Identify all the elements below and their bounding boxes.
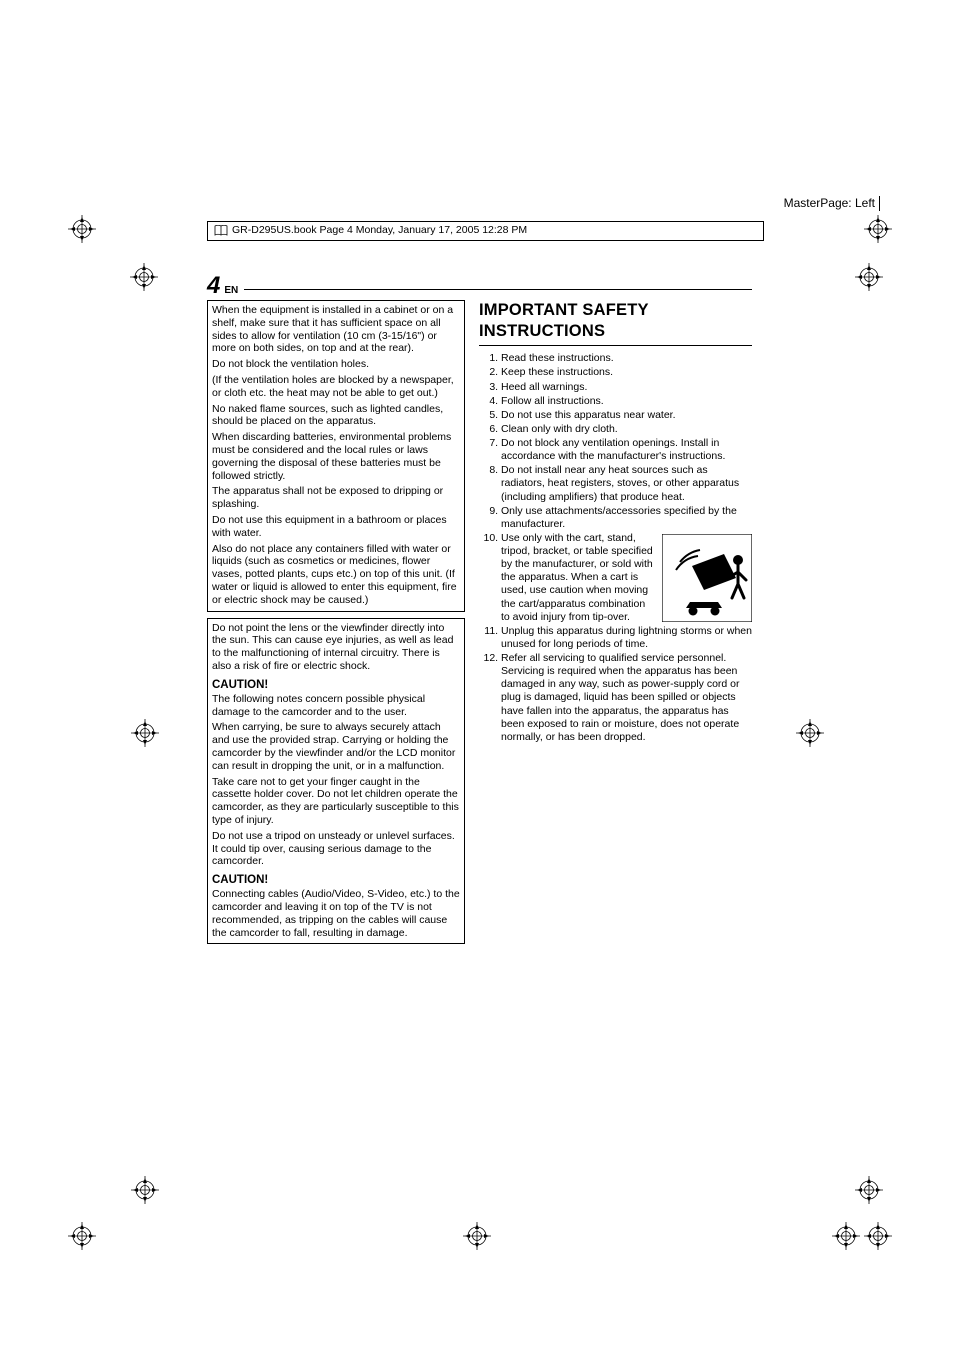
registration-mark-icon: [864, 1222, 892, 1250]
registration-mark-icon: [131, 1176, 159, 1204]
instruction-10: Use only with the cart, stand, tripod, b…: [501, 532, 752, 624]
box1-p3: (If the ventilation holes are blocked by…: [212, 374, 460, 400]
registration-mark-icon: [832, 1222, 860, 1250]
file-header-text: GR-D295US.book Page 4 Monday, January 17…: [232, 224, 527, 237]
warning-box-1: When the equipment is installed in a cab…: [207, 300, 465, 612]
instruction-9: Only use attachments/accessories specifi…: [501, 505, 752, 531]
book-icon: [214, 225, 228, 237]
registration-mark-icon: [68, 1222, 96, 1250]
registration-mark-icon: [463, 1222, 491, 1250]
instruction-2: Keep these instructions.: [501, 366, 752, 379]
page-rule: [244, 289, 752, 290]
box2-p4: Take care not to get your finger caught …: [212, 776, 460, 827]
box2-p6: Connecting cables (Audio/Video, S-Video,…: [212, 888, 460, 939]
registration-mark-icon: [864, 215, 892, 243]
box1-p8: Also do not place any containers filled …: [212, 543, 460, 607]
master-page-label: MasterPage: Left: [784, 196, 880, 211]
box2-p5: Do not use a tripod on unsteady or unlev…: [212, 830, 460, 868]
page: MasterPage: Left GR-D295US.book Page 4 M…: [0, 0, 954, 1351]
box1-p7: Do not use this equipment in a bathroom …: [212, 514, 460, 540]
instruction-11: Unplug this apparatus during lightning s…: [501, 625, 752, 651]
cart-tip-over-icon: [662, 534, 752, 622]
page-language: EN: [224, 285, 238, 298]
registration-mark-icon: [855, 263, 883, 291]
left-column: When the equipment is installed in a cab…: [207, 300, 465, 950]
box1-p1: When the equipment is installed in a cab…: [212, 304, 460, 355]
instruction-1: Read these instructions.: [501, 352, 752, 365]
registration-mark-icon: [68, 215, 96, 243]
caution-heading-1: CAUTION!: [212, 678, 460, 692]
instructions-list: Read these instructions. Keep these inst…: [479, 352, 752, 744]
registration-mark-icon: [796, 719, 824, 747]
instruction-7: Do not block any ventilation openings. I…: [501, 437, 752, 463]
page-number-row: 4 EN: [207, 271, 752, 301]
box2-p1: Do not point the lens or the viewfinder …: [212, 622, 460, 673]
instruction-4: Follow all instructions.: [501, 395, 752, 408]
instruction-3: Heed all warnings.: [501, 381, 752, 394]
instruction-10-text: Use only with the cart, stand, tripod, b…: [501, 532, 653, 623]
caution-heading-2: CAUTION!: [212, 873, 460, 887]
box1-p2: Do not block the ventilation holes.: [212, 358, 460, 371]
right-column: IMPORTANT SAFETY INSTRUCTIONS Read these…: [479, 300, 752, 950]
registration-mark-icon: [130, 263, 158, 291]
page-number: 4: [207, 271, 220, 301]
instruction-5: Do not use this apparatus near water.: [501, 409, 752, 422]
box2-p2: The following notes concern possible phy…: [212, 693, 460, 719]
box1-p4: No naked flame sources, such as lighted …: [212, 403, 460, 429]
content-columns: When the equipment is installed in a cab…: [207, 300, 752, 950]
instruction-8: Do not install near any heat sources suc…: [501, 464, 752, 503]
instruction-6: Clean only with dry cloth.: [501, 423, 752, 436]
instruction-12: Refer all servicing to qualified service…: [501, 652, 752, 744]
file-header-bar: GR-D295US.book Page 4 Monday, January 17…: [207, 221, 764, 241]
box1-p5: When discarding batteries, environmental…: [212, 431, 460, 482]
registration-mark-icon: [855, 1176, 883, 1204]
box1-p6: The apparatus shall not be exposed to dr…: [212, 485, 460, 511]
warning-box-2: Do not point the lens or the viewfinder …: [207, 618, 465, 945]
safety-instructions-title: IMPORTANT SAFETY INSTRUCTIONS: [479, 300, 752, 346]
registration-mark-icon: [131, 719, 159, 747]
box2-p3: When carrying, be sure to always securel…: [212, 721, 460, 772]
